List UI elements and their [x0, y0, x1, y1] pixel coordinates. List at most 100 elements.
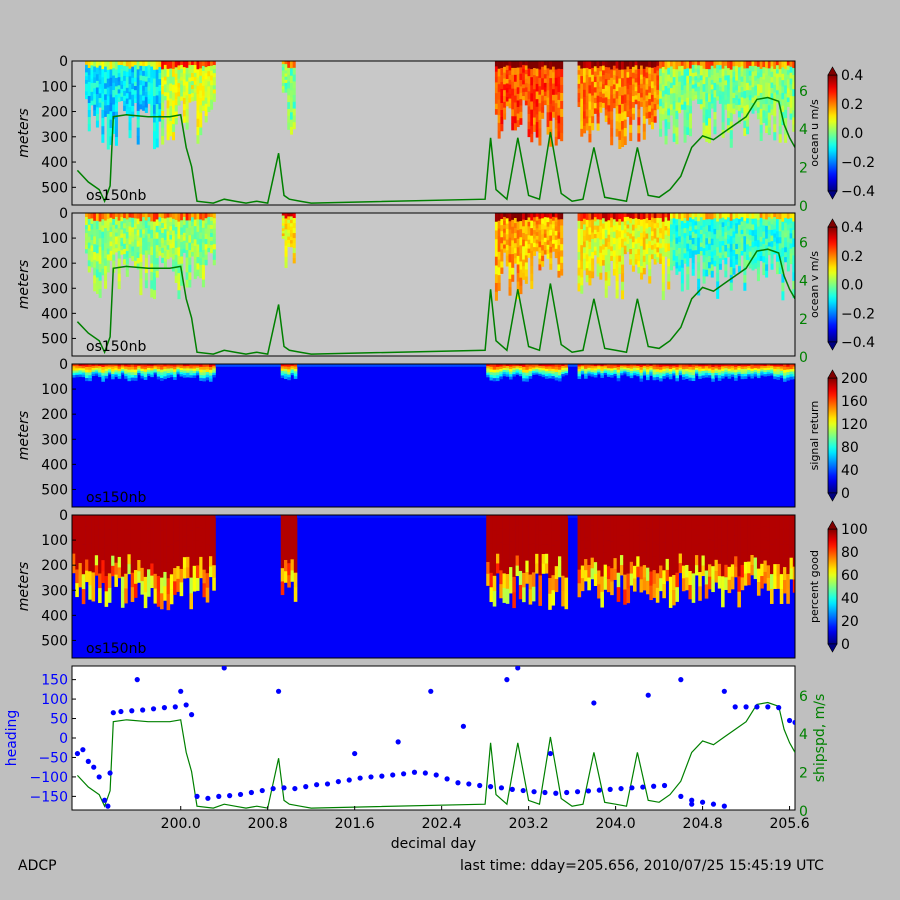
signal-cell	[779, 368, 784, 372]
velocity-cell	[659, 106, 663, 115]
velocity-cell	[713, 234, 717, 240]
velocity-cell	[90, 240, 94, 246]
velocity-cell	[678, 92, 682, 98]
velocity-cell	[508, 278, 512, 288]
velocity-cell	[751, 76, 755, 83]
velocity-cell	[688, 230, 693, 236]
signal-cell	[411, 365, 415, 366]
velocity-cell	[629, 223, 633, 229]
velocity-cell	[104, 88, 108, 95]
velocity-cell	[166, 254, 170, 260]
signal-cell	[156, 376, 161, 380]
velocity-cell	[767, 90, 771, 99]
signal-cell	[502, 369, 507, 373]
velocity-cell	[87, 124, 91, 132]
velocity-cell	[112, 61, 116, 69]
velocity-cell	[292, 115, 296, 123]
velocity-cell	[147, 95, 151, 100]
velocity-cell	[106, 131, 110, 141]
velocity-cell	[754, 246, 758, 253]
velocity-cell	[503, 113, 507, 120]
velocity-cell	[554, 217, 558, 223]
signal-cell	[323, 364, 327, 366]
panel-3: 0100200300400500metersos150nb20016012080…	[16, 357, 868, 508]
velocity-cell	[142, 250, 146, 255]
velocity-cell	[751, 108, 755, 114]
velocity-cell	[158, 229, 162, 235]
signal-cell	[479, 365, 484, 366]
velocity-cell	[543, 87, 547, 92]
signal-cell	[104, 373, 109, 377]
signal-cell	[688, 366, 693, 370]
velocity-cell	[532, 230, 536, 235]
signal-cell	[381, 366, 386, 367]
signal-cell	[698, 376, 702, 379]
signal-cell	[215, 366, 220, 367]
velocity-cell	[713, 218, 717, 224]
velocity-cell	[710, 65, 714, 71]
velocity-cell	[792, 213, 795, 222]
signal-cell	[326, 365, 330, 366]
velocity-cell	[212, 69, 216, 74]
velocity-cell	[98, 263, 102, 273]
velocity-cell	[588, 117, 592, 127]
velocity-cell	[593, 76, 597, 83]
velocity-cell	[120, 221, 124, 226]
signal-cell	[173, 554, 177, 569]
velocity-cell	[765, 238, 769, 246]
signal-cell	[169, 372, 174, 376]
signal-cell	[300, 364, 304, 366]
velocity-cell	[784, 126, 788, 135]
velocity-cell	[708, 231, 712, 238]
signal-cell	[306, 365, 311, 367]
velocity-cell	[128, 68, 132, 77]
velocity-cell	[582, 61, 587, 69]
signal-cell	[769, 373, 774, 376]
signal-cell	[339, 364, 344, 366]
velocity-cell	[762, 225, 766, 232]
velocity-cell	[588, 220, 592, 228]
velocity-cell	[716, 64, 720, 70]
velocity-cell	[522, 80, 526, 85]
velocity-cell	[713, 228, 717, 235]
velocity-cell	[95, 253, 99, 262]
velocity-cell	[694, 91, 698, 96]
velocity-cell	[147, 61, 151, 66]
signal-cell	[72, 543, 76, 554]
velocity-cell	[762, 219, 766, 226]
velocity-cell	[667, 81, 671, 89]
velocity-cell	[678, 236, 682, 243]
velocity-cell	[524, 213, 528, 221]
velocity-cell	[155, 121, 159, 131]
velocity-cell	[623, 136, 627, 146]
signal-cell	[659, 372, 663, 376]
velocity-cell	[139, 70, 143, 76]
velocity-cell	[596, 67, 600, 76]
velocity-cell	[163, 229, 167, 235]
velocity-cell	[185, 61, 189, 69]
velocity-cell	[688, 128, 693, 137]
signal-cell	[257, 515, 262, 517]
signal-cell	[460, 365, 464, 366]
velocity-cell	[585, 275, 589, 283]
velocity-cell	[770, 229, 774, 236]
signal-cell	[244, 365, 249, 366]
signal-cell	[163, 371, 167, 375]
signal-cell	[766, 367, 771, 371]
signal-cell	[717, 372, 722, 376]
signal-cell	[254, 516, 259, 517]
velocity-cell	[117, 69, 121, 74]
signal-cell	[544, 366, 549, 370]
signal-cell	[156, 515, 161, 531]
velocity-cell	[767, 61, 771, 69]
velocity-cell	[631, 101, 635, 109]
velocity-cell	[580, 285, 584, 294]
signal-cell	[212, 370, 216, 374]
signal-cell	[385, 365, 389, 366]
signal-cell	[293, 529, 298, 545]
velocity-cell	[163, 88, 167, 93]
velocity-cell	[618, 249, 622, 256]
velocity-cell	[732, 237, 736, 245]
velocity-cell	[672, 133, 676, 142]
velocity-cell	[661, 61, 665, 68]
